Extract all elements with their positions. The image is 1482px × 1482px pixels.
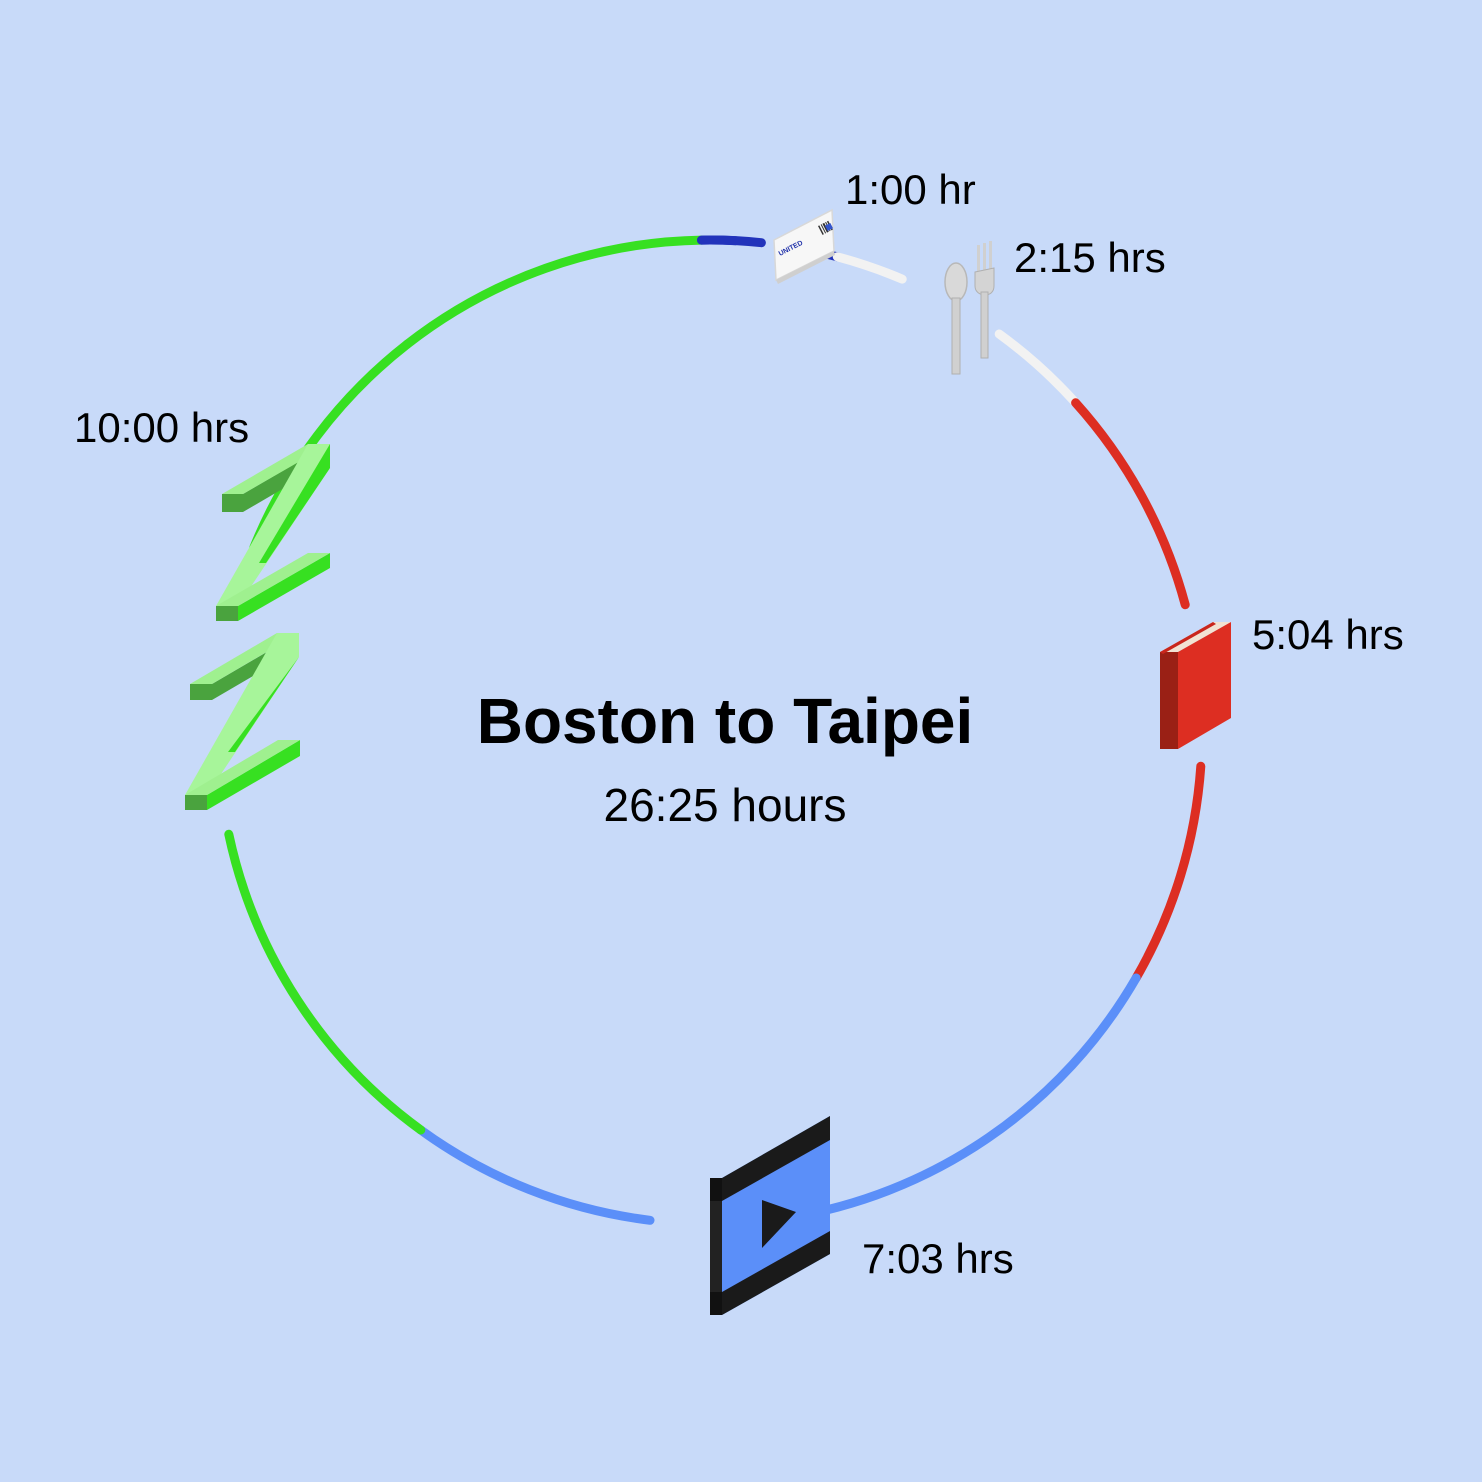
sleep-duration-label: 10:00 hrs: [74, 404, 249, 451]
trip-title: Boston to Taipei: [477, 685, 974, 757]
meal-arc: [832, 252, 907, 284]
sleep-arc: [224, 829, 426, 1135]
meal-arc: [994, 329, 1081, 408]
reading-arc: [1131, 761, 1206, 983]
reading-arc: [1071, 398, 1190, 610]
sleep-arc: [402, 235, 706, 349]
utensils-icon: [944, 241, 995, 375]
ring-arcs: [224, 235, 1206, 1225]
trip-total-duration: 26:25 hours: [604, 779, 847, 831]
boarding-pass-icon: UNITED: [773, 208, 835, 284]
reading-duration-label: 5:04 hrs: [1252, 611, 1404, 658]
movies-arc: [416, 1125, 655, 1225]
sleep-zz-icon: [185, 444, 330, 810]
meal-duration-label: 2:15 hrs: [1014, 234, 1166, 281]
movies-duration-label: 7:03 hrs: [862, 1235, 1014, 1282]
play-video-icon: [710, 1116, 830, 1315]
book-icon: [1160, 622, 1231, 749]
movies-arc: [782, 973, 1141, 1223]
boarding-duration-label: 1:00 hr: [845, 166, 976, 213]
boarding-arc: [696, 235, 741, 246]
